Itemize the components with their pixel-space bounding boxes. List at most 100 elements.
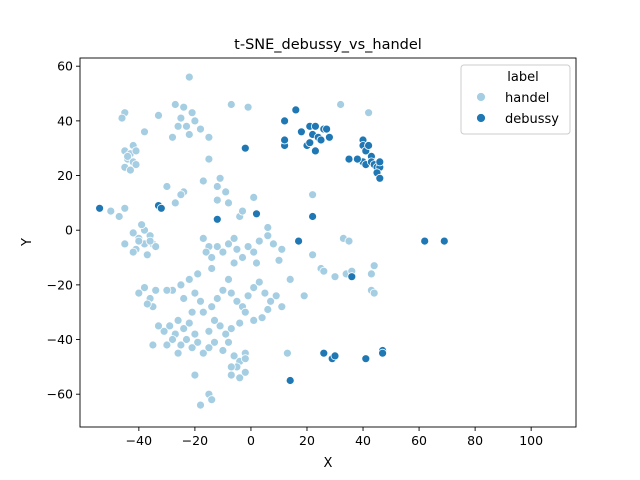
point-handel	[170, 198, 180, 208]
point-handel	[210, 337, 219, 347]
point-debussy	[310, 146, 320, 156]
point-handel	[173, 315, 183, 325]
point-debussy	[316, 135, 326, 145]
point-handel	[142, 250, 152, 260]
y-axis: −60 −40 −20 0 20 40 60	[47, 59, 80, 402]
point-debussy	[294, 236, 304, 246]
point-handel	[215, 173, 225, 183]
point-debussy	[375, 157, 385, 167]
point-handel	[184, 318, 194, 328]
y-tick-label: −40	[47, 332, 73, 347]
y-tick-label: −20	[47, 277, 73, 292]
point-handel	[226, 324, 236, 334]
point-handel	[249, 192, 259, 202]
point-debussy	[352, 154, 362, 164]
point-handel	[224, 239, 233, 249]
point-debussy	[156, 203, 166, 213]
x-tick-label: 100	[519, 433, 543, 448]
point-handel	[224, 337, 233, 347]
point-handel	[176, 340, 186, 350]
point-handel	[151, 242, 161, 252]
y-axis-label: Y	[20, 238, 35, 247]
point-handel	[182, 121, 191, 131]
point-handel	[162, 340, 172, 350]
point-handel	[369, 261, 379, 271]
point-handel	[131, 146, 141, 156]
point-handel	[168, 335, 177, 344]
legend-marker-handel	[476, 92, 486, 102]
point-handel	[212, 242, 222, 252]
point-handel	[201, 247, 211, 257]
plot-frame	[79, 57, 577, 428]
point-debussy	[296, 127, 306, 137]
point-handel	[240, 354, 250, 364]
point-handel	[114, 212, 124, 221]
point-handel	[151, 285, 161, 295]
point-handel	[249, 283, 259, 293]
point-handel	[123, 151, 132, 161]
y-tick-label: 40	[57, 113, 73, 128]
point-handel	[184, 72, 194, 82]
point-handel	[187, 307, 197, 317]
legend-title: label	[507, 70, 538, 85]
point-handel	[179, 324, 189, 334]
x-axis: −40 −20 0 20 40 60 80 100	[126, 427, 543, 448]
point-handel	[232, 296, 242, 306]
point-handel	[254, 236, 264, 246]
point-handel	[268, 239, 278, 249]
y-tick-label: 20	[57, 168, 73, 183]
x-axis-label: X	[324, 456, 333, 471]
point-handel	[243, 242, 253, 252]
legend-label-handel: handel	[505, 91, 549, 106]
point-handel	[134, 236, 144, 246]
point-handel	[215, 321, 225, 331]
x-tick-label: −20	[182, 433, 208, 448]
point-handel	[196, 124, 205, 134]
point-handel	[179, 102, 189, 112]
point-handel	[235, 318, 245, 328]
point-handel	[198, 307, 208, 317]
legend-label-debussy: debussy	[505, 112, 559, 127]
point-handel	[120, 203, 130, 213]
point-handel	[252, 258, 261, 268]
point-handel	[176, 280, 186, 290]
point-handel	[271, 291, 281, 301]
point-handel	[165, 321, 175, 331]
point-handel	[285, 274, 295, 284]
point-handel	[154, 321, 163, 331]
point-handel	[117, 113, 127, 123]
point-handel	[210, 315, 219, 325]
point-handel	[193, 337, 203, 347]
point-handel	[212, 195, 222, 205]
x-tick-label: −40	[126, 433, 152, 448]
point-handel	[277, 244, 287, 254]
point-handel	[249, 247, 259, 257]
x-tick-label: 20	[299, 433, 315, 448]
point-handel	[159, 326, 169, 336]
point-debussy	[347, 272, 357, 282]
point-handel	[176, 113, 186, 123]
point-handel	[198, 233, 208, 243]
point-debussy	[420, 236, 430, 246]
point-handel	[226, 100, 236, 109]
point-handel	[218, 285, 228, 295]
x-tick-label: 60	[411, 433, 427, 448]
point-debussy	[310, 121, 320, 131]
point-handel	[176, 190, 186, 200]
point-handel	[229, 233, 239, 243]
point-handel	[142, 299, 152, 309]
point-debussy	[252, 209, 261, 219]
point-handel	[173, 348, 183, 358]
point-handel	[128, 228, 138, 238]
point-handel	[224, 198, 233, 208]
point-handel	[148, 340, 158, 350]
point-handel	[330, 272, 340, 282]
point-handel	[204, 343, 214, 353]
point-handel	[308, 250, 318, 260]
point-handel	[162, 285, 172, 295]
point-handel	[193, 269, 203, 279]
x-tick-label: 80	[467, 433, 483, 448]
point-handel	[196, 400, 205, 410]
point-handel	[238, 253, 247, 262]
